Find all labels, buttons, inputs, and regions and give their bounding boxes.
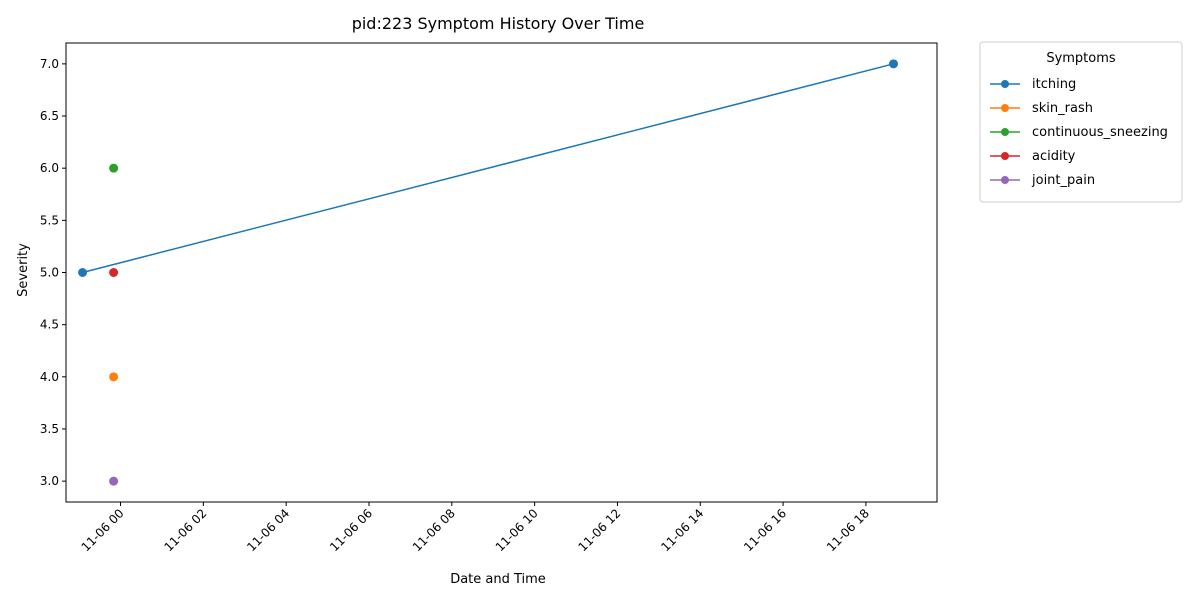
x-tick-label: 11-06 04 [244, 506, 292, 554]
series-line-itching [82, 63, 894, 274]
y-tick-label: 6.5 [40, 109, 59, 123]
x-tick-label: 11-06 18 [824, 506, 872, 554]
data-point-itching [78, 268, 88, 277]
legend-label-skin-rash: skin_rash [1032, 101, 1093, 116]
legend-marker-continuous-sneezing [1001, 128, 1009, 136]
legend-marker-skin-rash [1001, 104, 1009, 112]
legend-marker-acidity [1001, 152, 1009, 160]
data-point-itching [889, 59, 899, 69]
legend-label-joint-pain: joint_pain [1031, 173, 1095, 188]
legend-marker-joint-pain [1001, 176, 1009, 184]
y-tick-label: 6.0 [40, 161, 59, 175]
y-tick-label: 5.5 [40, 213, 59, 227]
y-tick-label: 4.5 [40, 318, 59, 332]
data-point-joint-pain [109, 476, 119, 486]
x-tick-label: 11-06 06 [327, 506, 375, 554]
x-axis-label: Date and Time [450, 572, 546, 587]
legend-box [979, 41, 1183, 203]
x-tick-label: 11-06 14 [658, 506, 706, 554]
x-tick-label: 11-06 16 [741, 506, 789, 554]
y-tick-label: 4.0 [40, 370, 59, 384]
legend-label-itching: itching [1032, 77, 1076, 92]
x-tick-label: 11-06 10 [493, 506, 541, 554]
legend-label-acidity: acidity [1032, 149, 1076, 164]
legend-label-continuous-sneezing: continuous_sneezing [1032, 125, 1168, 140]
plot-area: 3.0 3.5 4.0 4.5 5.0 5.5 6.0 6.5 7.0 11-06 00 11-06… [40, 42, 938, 554]
y-tick-label: 5.0 [40, 266, 59, 280]
y-axis-label: Severity [16, 243, 31, 297]
legend: Symptoms itching skin_rash continuous_sneez… [979, 41, 1183, 203]
legend-marker-itching [1001, 80, 1009, 88]
data-point-skin-rash [109, 372, 119, 382]
legend-title: Symptoms [1046, 51, 1116, 66]
x-tick-label: 11-06 02 [161, 506, 209, 554]
plot-frame [65, 42, 938, 503]
y-tick-label: 3.5 [40, 422, 59, 436]
chart-title: pid:223 Symptom History Over Time [352, 14, 645, 33]
x-tick-label: 11-06 12 [576, 506, 624, 554]
y-tick-label: 7.0 [40, 57, 59, 71]
data-point-acidity [109, 268, 119, 277]
x-tick-label: 11-06 00 [79, 506, 127, 554]
y-tick-label: 3.0 [40, 474, 59, 488]
data-point-continuous-sneezing [109, 163, 119, 173]
x-tick-label: 11-06 08 [410, 506, 458, 554]
